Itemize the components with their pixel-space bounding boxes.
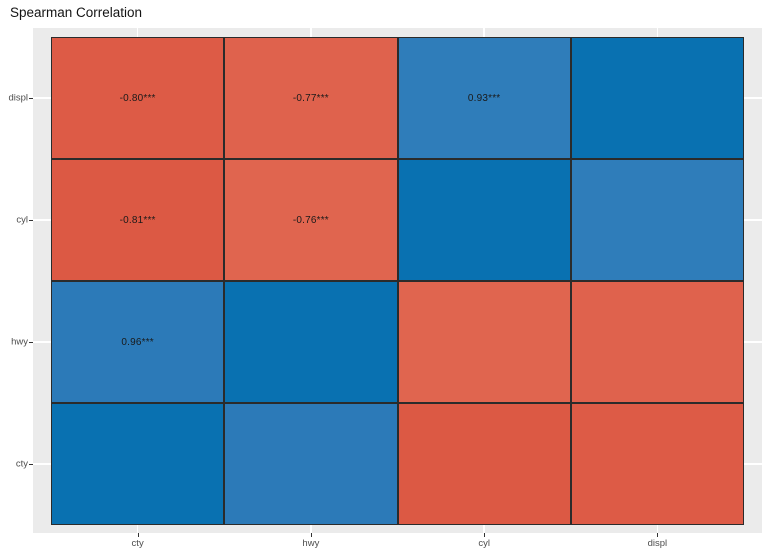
x-axis-tick bbox=[310, 533, 312, 537]
cell-correlation-label: 0.93*** bbox=[467, 92, 501, 104]
cell-cyl-cty: -0.81*** bbox=[51, 159, 225, 281]
cell-displ-cty: -0.80*** bbox=[51, 37, 225, 159]
cell-hwy-displ bbox=[570, 281, 744, 403]
cell-correlation-label: 0.96*** bbox=[121, 336, 154, 348]
y-axis-tick bbox=[29, 98, 33, 99]
cell-hwy-cty: 0.96*** bbox=[51, 281, 225, 403]
y-axis-label-displ: displ bbox=[8, 92, 28, 104]
cell-correlation-label: -0.80*** bbox=[119, 92, 156, 104]
y-axis-label-cty: cty bbox=[15, 458, 28, 470]
cell-hwy-cyl bbox=[397, 281, 571, 403]
cell-cty-hwy bbox=[224, 403, 398, 525]
cell-displ-hwy: -0.77*** bbox=[224, 37, 398, 159]
x-axis-tick bbox=[137, 533, 139, 537]
y-axis-label-cyl: cyl bbox=[16, 214, 28, 226]
cell-cty-cty bbox=[51, 403, 225, 525]
plot-panel: -0.80*** -0.77*** 0.93*** -0.81*** -0.76*** 0… bbox=[33, 28, 762, 533]
cell-cyl-displ bbox=[570, 159, 744, 281]
x-axis-label-cyl: cyl bbox=[478, 538, 490, 549]
cell-hwy-hwy bbox=[224, 281, 398, 403]
y-axis-tick bbox=[29, 220, 33, 221]
cell-correlation-label: -0.76*** bbox=[292, 214, 329, 226]
y-axis-label-hwy: hwy bbox=[11, 336, 28, 348]
x-axis-label-cty: cty bbox=[131, 538, 144, 549]
y-axis-tick bbox=[29, 342, 33, 343]
cell-cty-cyl bbox=[397, 403, 571, 525]
x-axis-label-hwy: hwy bbox=[302, 538, 320, 549]
cell-cyl-cyl bbox=[397, 159, 571, 281]
x-axis-label-displ: displ bbox=[647, 538, 668, 549]
x-axis-tick bbox=[657, 533, 659, 537]
y-axis-tick bbox=[29, 464, 33, 465]
cell-displ-displ bbox=[570, 37, 744, 159]
cell-displ-cyl: 0.93*** bbox=[397, 37, 571, 159]
cell-correlation-label: -0.81*** bbox=[119, 214, 156, 226]
cell-cty-displ bbox=[570, 403, 744, 525]
x-axis-tick bbox=[484, 533, 486, 537]
plot-title: Spearman Correlation bbox=[10, 5, 143, 20]
heatmap-grid: -0.80*** -0.77*** 0.93*** -0.81*** -0.76*** 0… bbox=[51, 37, 744, 525]
cell-correlation-label: -0.77*** bbox=[292, 92, 329, 104]
cell-cyl-hwy: -0.76*** bbox=[224, 159, 398, 281]
